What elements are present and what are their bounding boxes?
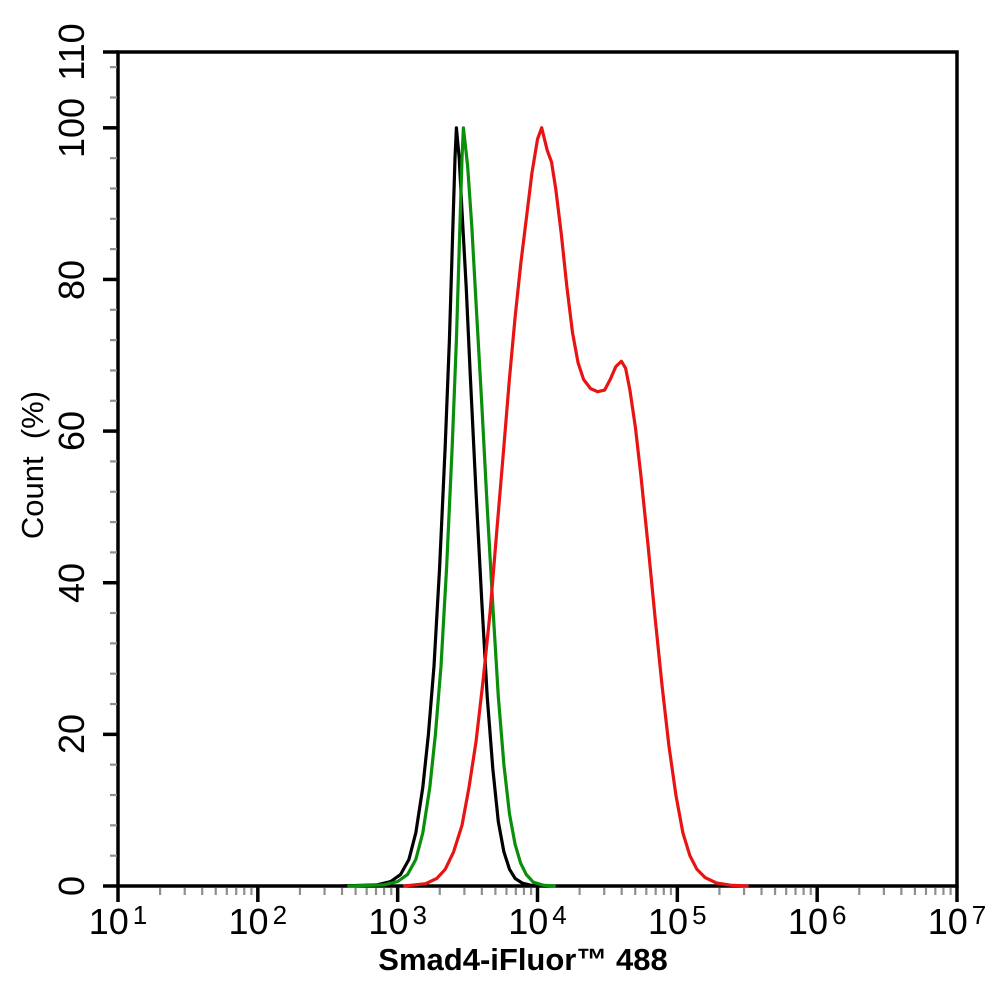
x-tick-exponent: 4 xyxy=(552,900,567,930)
x-tick-label: 10 1 xyxy=(89,901,148,942)
y-tick-label: 20 xyxy=(51,714,92,755)
y-minor-ticks xyxy=(110,66,117,857)
x-tick-exponent: 6 xyxy=(831,900,847,930)
y-tick-label: 40 xyxy=(51,562,92,603)
x-tick-label: 10 3 xyxy=(368,901,427,942)
plot-frame xyxy=(116,50,959,888)
x-tick-label: 10 4 xyxy=(508,901,567,942)
y-tick-label: 110 xyxy=(51,23,92,81)
x-tick-label: 10 2 xyxy=(229,901,288,942)
x-tick-exponent: 2 xyxy=(272,900,288,930)
y-tick-label: 80 xyxy=(51,259,92,300)
x-tick-exponent: 1 xyxy=(132,900,148,930)
x-tick-label: 10 7 xyxy=(928,901,987,942)
x-tick-base: 10 xyxy=(368,901,409,942)
x-tick-base: 10 xyxy=(228,901,269,942)
y-tick-label: 100 xyxy=(51,97,92,158)
x-tick-exponent: 7 xyxy=(971,900,987,930)
x-tick-label: 10 6 xyxy=(788,901,847,942)
x-tick-label: 10 5 xyxy=(648,901,707,942)
x-tick-exponent: 5 xyxy=(692,900,707,930)
x-tick-base: 10 xyxy=(927,901,968,942)
x-tick-base: 10 xyxy=(508,901,549,942)
x-major-ticks xyxy=(116,886,959,902)
x-minor-ticks xyxy=(158,888,952,895)
black-curve xyxy=(340,126,547,888)
x-axis-title: Smad4-iFluor™ 488 xyxy=(378,942,668,977)
green-curve xyxy=(347,126,556,888)
y-tick-label: 60 xyxy=(51,411,92,452)
x-tick-base: 10 xyxy=(787,901,828,942)
x-tick-base: 10 xyxy=(88,901,129,942)
y-tick-label: 0 xyxy=(51,875,92,897)
x-tick-base: 10 xyxy=(648,901,689,942)
y-major-ticks xyxy=(103,50,118,888)
x-tick-exponent: 3 xyxy=(412,900,427,930)
red-curve xyxy=(403,126,749,888)
y-axis-title: Count (%) xyxy=(15,390,50,540)
